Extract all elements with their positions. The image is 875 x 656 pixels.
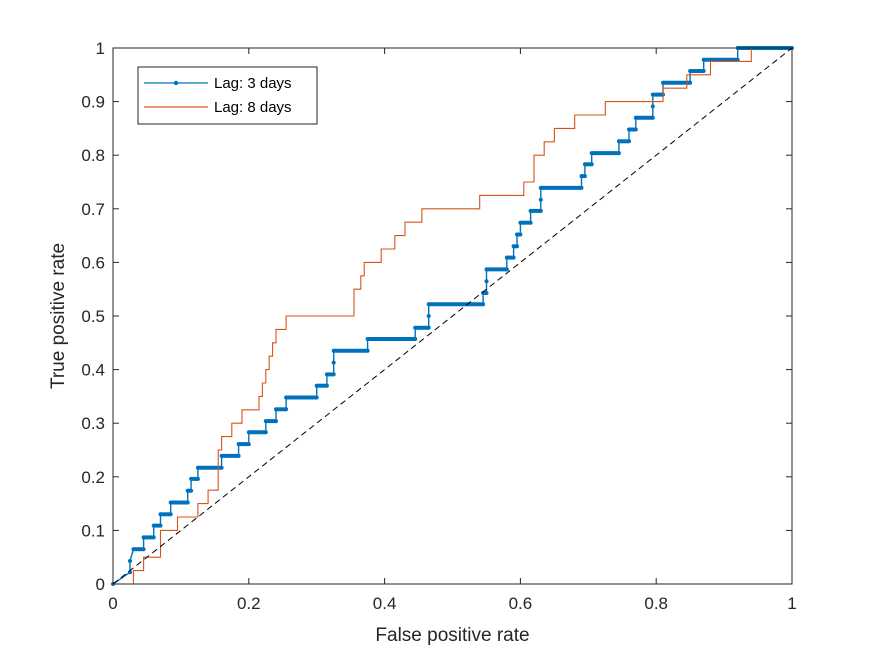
series-line-lag-8-days (113, 47, 792, 585)
data-point-lag-3-days (511, 255, 516, 260)
data-point-lag-3-days (528, 220, 533, 225)
data-point-lag-3-days (324, 383, 329, 388)
x-axis-title: False positive rate (375, 625, 529, 646)
data-point-lag-3-days (504, 267, 509, 272)
y-tick-label: 0.7 (81, 200, 105, 219)
x-tick-label: 0.8 (644, 594, 668, 613)
data-point-lag-3-days (128, 559, 132, 563)
data-point-lag-3-days (426, 325, 431, 330)
x-tick-label: 0.2 (237, 594, 261, 613)
x-tick-label: 1 (787, 594, 796, 613)
data-point-lag-3-days (735, 57, 740, 62)
legend-swatch-marker (173, 80, 179, 86)
data-point-lag-3-days (413, 337, 418, 341)
data-point-lag-3-days (219, 465, 224, 470)
data-point-lag-3-days (589, 162, 594, 167)
x-tick-label: 0.4 (373, 594, 397, 613)
y-tick-label: 0.9 (81, 93, 105, 112)
data-point-lag-3-days (484, 291, 489, 295)
y-tick-label: 1 (96, 39, 105, 58)
data-point-lag-3-days (426, 314, 431, 318)
y-tick-label: 0.2 (81, 468, 105, 487)
data-point-lag-3-days (331, 372, 336, 377)
y-tick-label: 0.6 (81, 253, 105, 272)
data-point-lag-3-days (314, 395, 319, 400)
data-point-lag-3-days (627, 139, 631, 144)
x-tick-label: 0 (108, 594, 117, 613)
legend: Lag: 3 days Lag: 8 days (137, 66, 318, 125)
y-tick-label: 0.3 (81, 414, 105, 433)
y-tick-label: 0.8 (81, 146, 105, 165)
data-point-lag-3-days (263, 430, 268, 435)
data-point-lag-3-days (538, 197, 543, 202)
data-point-lag-3-days (579, 185, 584, 190)
legend-label: Lag: 3 days (214, 75, 292, 92)
legend-label: Lag: 8 days (214, 99, 292, 116)
y-tick-label: 0.1 (81, 521, 105, 540)
data-point-lag-3-days (331, 360, 336, 365)
data-point-lag-3-days (158, 523, 163, 528)
data-point-lag-3-days (284, 407, 289, 412)
legend-box (137, 66, 318, 125)
data-point-lag-3-days (151, 535, 156, 540)
data-point-lag-3-days (616, 151, 621, 156)
data-point-lag-3-days (365, 348, 370, 353)
data-point-lag-3-days (168, 512, 173, 517)
axes: 0 0.2 0.4 0.6 0.8 1 0 0.1 0.2 0.3 0.4 0.5 0.6 0.7 0.8 0… (81, 39, 796, 613)
data-point-lag-3-days (189, 488, 194, 493)
data-point-lag-3-days (633, 127, 638, 132)
data-point-lag-3-days (650, 115, 655, 120)
data-point-lag-3-days (484, 279, 489, 284)
data-point-lag-3-days (688, 80, 693, 85)
data-point-lag-3-days (246, 442, 251, 447)
y-tick-label: 0 (96, 575, 105, 594)
plot-area (111, 46, 794, 586)
data-point-lag-3-days (650, 104, 655, 109)
diagonal-reference-line (112, 47, 793, 585)
data-point-lag-3-days (538, 208, 543, 213)
data-point-lag-3-days (518, 232, 523, 237)
data-point-lag-3-days (701, 69, 706, 73)
data-point-lag-3-days (582, 174, 587, 179)
data-point-lag-3-days (236, 453, 241, 458)
y-tick-label: 0.4 (81, 361, 105, 380)
data-point-lag-3-days (515, 244, 519, 249)
data-point-lag-3-days (481, 302, 486, 307)
x-tick-label: 0.6 (509, 594, 533, 613)
data-point-lag-3-days (195, 476, 200, 481)
data-point-lag-3-days (141, 547, 146, 552)
data-point-lag-3-days (185, 500, 190, 505)
y-axis-title: True positive rate (48, 243, 69, 389)
y-tick-label: 0.5 (81, 307, 105, 326)
data-point-lag-3-days (274, 419, 278, 424)
